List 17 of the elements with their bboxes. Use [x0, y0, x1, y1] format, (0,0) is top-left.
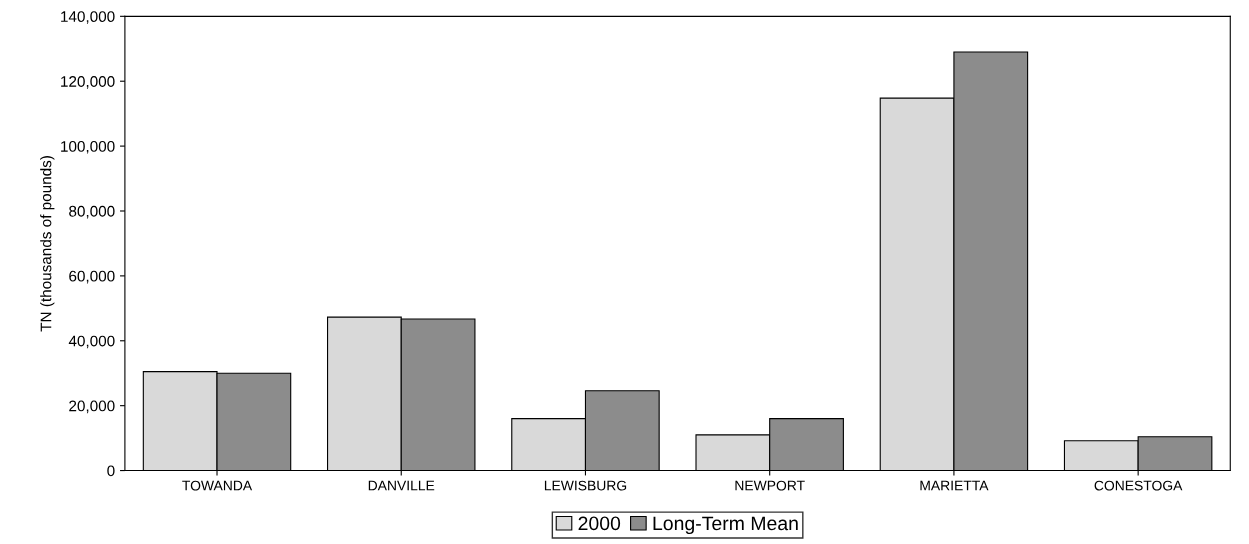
x-tick-label: CONESTOGA	[1094, 480, 1183, 491]
y-tick-label: 140,000	[61, 11, 115, 24]
y-axis-title: TN (thousands of pounds)	[40, 156, 55, 332]
legend-label: 2000	[578, 516, 621, 531]
y-tick-label: 120,000	[61, 76, 115, 89]
y-tick-label: 60,000	[69, 270, 115, 284]
y-tick-label: 20,000	[69, 400, 115, 414]
x-tick-label: MARIETTA	[920, 480, 989, 491]
x-tick-label: TOWANDA	[182, 480, 253, 491]
x-tick-label: DANVILLE	[368, 480, 435, 491]
y-tick-label: 0	[107, 465, 115, 477]
y-tick-label: 80,000	[69, 205, 115, 219]
x-tick-label: NEWPORT	[735, 480, 805, 491]
y-tick-label: 40,000	[68, 335, 115, 349]
legend-label: Long-Term Mean	[653, 516, 798, 535]
y-tick-label: 100,000	[61, 140, 115, 154]
x-tick-label: LEWISBURG	[544, 480, 627, 491]
